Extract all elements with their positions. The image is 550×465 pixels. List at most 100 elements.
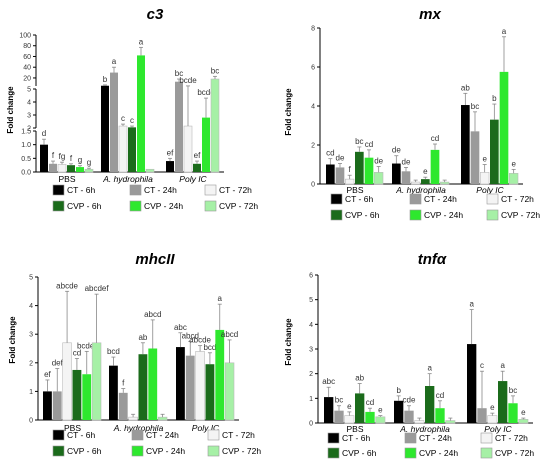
x-category-label-mx: Poly IC (476, 185, 504, 195)
significance-label-mx: ab (461, 83, 470, 92)
legend-label-tnfa: CVP - 6h (342, 448, 377, 458)
bar-tnfa-cvp24h-1 (435, 408, 445, 423)
legend-swatch-mx (409, 193, 422, 205)
y-tick-label-tnfa: 4 (309, 322, 313, 329)
legend-swatch-tnfa (404, 447, 417, 459)
legend-swatch-mx (486, 209, 499, 221)
y-tick-label-mhcII: 1 (29, 389, 33, 396)
bar-mx-cvp24h-0 (364, 157, 374, 184)
legend-label-c3: CVP - 72h (219, 201, 258, 211)
legend-label-c3: CVP - 6h (67, 201, 102, 211)
significance-label-mx: b (492, 94, 497, 103)
significance-label-tnfa: ab (355, 374, 364, 383)
significance-label-c3: f (52, 151, 55, 160)
legend-label-c3: CT - 6h (67, 185, 95, 195)
legend-label-c3: CT - 24h (144, 185, 177, 195)
bar-tnfa-ct6h-1 (394, 400, 404, 423)
y-tick-label-mhcII: 4 (29, 303, 33, 310)
legend-swatch-mx (486, 193, 499, 205)
y-tick-label-c3: 1.5 (21, 129, 31, 136)
significance-label-c3: ef (167, 148, 174, 157)
y-tick-label-tnfa: 0 (309, 421, 313, 428)
legend-label-mhcII: CT - 6h (67, 430, 95, 440)
y-tick-label-mhcII: 2 (29, 360, 33, 367)
bar-c3-cvp24h-2 (202, 117, 210, 172)
legend-swatch-c3 (204, 200, 217, 212)
legend-label-tnfa: CT - 6h (342, 433, 370, 443)
significance-label-mhcII: def (52, 359, 64, 368)
legend-swatch-mx (409, 209, 422, 221)
legend-swatch-tnfa (480, 432, 493, 444)
chart-title-tnfa: tnfα (418, 251, 447, 268)
legend-label-mhcII: CT - 72h (222, 430, 255, 440)
significance-label-tnfa: a (500, 361, 505, 370)
y-tick-label-mx: 0 (311, 182, 315, 189)
bar-mx-ct6h-2 (461, 105, 470, 184)
significance-label-tnfa: bc (509, 386, 517, 395)
bar-tnfa-cvp24h-0 (365, 411, 375, 423)
bar-tnfa-cvp72h-1 (445, 420, 456, 424)
significance-label-mhcII: ef (44, 370, 51, 379)
bar-c3-cvp6h-1 (128, 127, 136, 172)
bar-tnfa-ct72h-2 (487, 415, 498, 424)
bar-c3-cvp72h-0 (84, 168, 94, 173)
legend-swatch-mx (330, 193, 343, 205)
bar-tnfa-ct24h-0 (334, 410, 344, 423)
bar-c3-ct6h-0 (40, 144, 48, 172)
bar-mhcII-cvp24h-0 (82, 374, 92, 420)
significance-label-mhcII: abcde (189, 336, 211, 345)
significance-label-c3: bc (211, 66, 219, 75)
y-tick-label-c3: 80 (23, 43, 31, 50)
chart-title-c3: c3 (147, 6, 164, 23)
significance-label-c3: b (103, 75, 108, 84)
bar-tnfa-ct72h-1 (414, 420, 425, 424)
significance-label-mhcII: abcd (182, 331, 199, 340)
significance-label-mx: f (349, 165, 352, 174)
bar-mhcII-ct24h-2 (185, 355, 195, 420)
significance-label-tnfa: a (469, 300, 474, 309)
y-tick-label-mx: 6 (311, 65, 315, 72)
y-tick-label-tnfa: 2 (309, 371, 313, 378)
x-category-label-c3: A. hydrophila (102, 174, 153, 184)
chart-panel-tnfa: tnfα Fold change 0123456abcbceabcdePBSbc… (284, 251, 534, 459)
y-tick-label-mx: 2 (311, 143, 315, 150)
significance-label-c3: bc (175, 69, 183, 78)
bar-tnfa-cvp6h-1 (425, 386, 435, 423)
bar-mhcII-ct6h-1 (109, 365, 118, 420)
y-tick-label-c3: 60 (23, 54, 31, 61)
legend-swatch-c3 (204, 184, 217, 196)
significance-label-mx: de (374, 156, 383, 165)
y-tick-label-mhcII: 0 (29, 418, 33, 425)
bar-mhcII-cvp6h-2 (205, 364, 215, 420)
significance-label-mhcII: bcd (203, 343, 216, 352)
bar-c3-ct6h-1 (101, 85, 109, 172)
bar-mx-ct72h-1 (411, 181, 421, 185)
bar-mhcII-ct6h-0 (43, 391, 52, 420)
y-axis-label-mx: Fold change (284, 88, 293, 136)
significance-label-mhcII: ab (138, 333, 147, 342)
bar-c3-ct72h-1 (118, 125, 128, 173)
bar-mx-ct72h-2 (480, 172, 490, 185)
significance-label-mhcII: f (122, 379, 125, 388)
significance-label-c3: ef (194, 151, 201, 160)
legend-swatch-c3 (52, 184, 65, 196)
significance-label-mhcII: a (218, 294, 223, 303)
y-tick-label-mhcII: 3 (29, 332, 33, 339)
significance-label-mx: de (402, 157, 411, 166)
bar-mhcII-cvp6h-0 (72, 369, 82, 420)
x-category-label-c3: Poly IC (179, 174, 207, 184)
y-tick-label-mx: 8 (311, 26, 315, 33)
bar-tnfa-cvp72h-2 (518, 418, 529, 424)
bar-mhcII-cvp72h-1 (157, 416, 168, 421)
bar-c3-ct24h-2 (175, 81, 183, 172)
x-category-label-c3: PBS (58, 174, 75, 184)
significance-label-tnfa: b (396, 386, 401, 395)
bar-mx-ct72h-0 (345, 178, 355, 185)
bar-c3-cvp72h-1 (145, 168, 155, 173)
bar-c3-ct24h-0 (49, 163, 57, 172)
significance-label-c3: g (78, 156, 82, 165)
legend-label-tnfa: CVP - 24h (419, 448, 458, 458)
significance-label-mx: de (336, 154, 345, 163)
y-tick-label-c3: 3 (27, 113, 31, 120)
significance-label-tnfa: e (347, 402, 352, 411)
